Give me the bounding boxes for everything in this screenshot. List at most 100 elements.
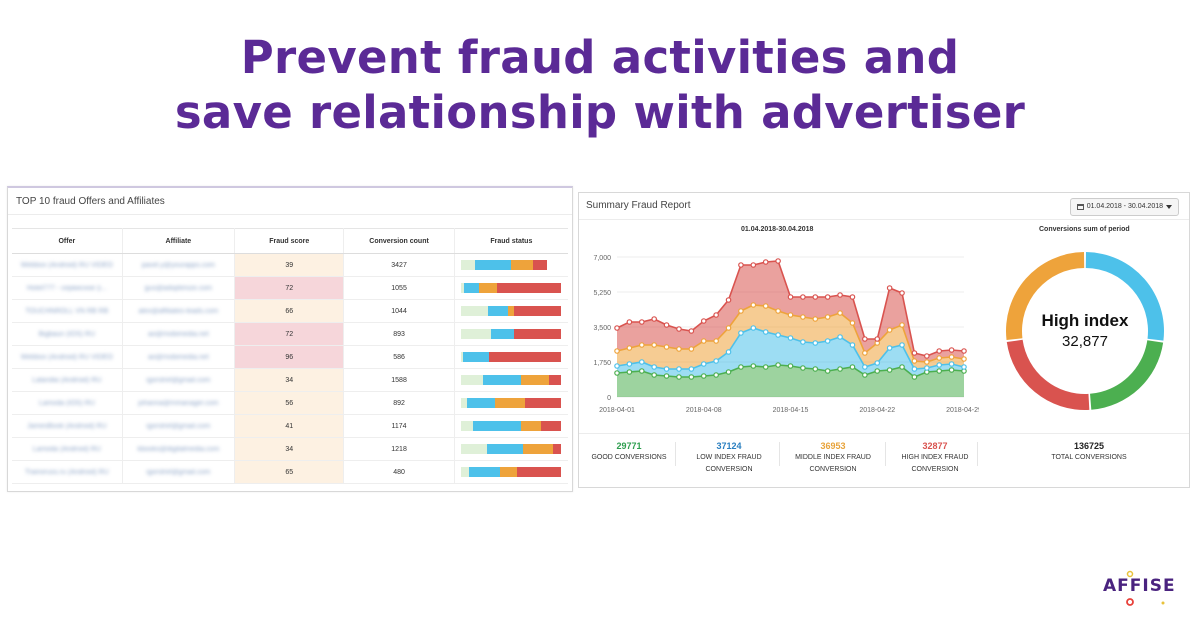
offer-name[interactable]: Bigbaun (IOS) RU (38, 330, 96, 338)
status-segment (487, 444, 524, 454)
table-row[interactable]: Bigbaun (IOS) RU ao@mobimedia.net 72 893 (12, 322, 568, 346)
offer-name[interactable]: Hotel777 - сервисное (i... (26, 284, 107, 292)
data-point (911, 350, 918, 356)
donut-slice[interactable] (1006, 339, 1090, 410)
table-row[interactable]: TOUCHNROLL VN RB RB alex@affiliates-leads… (12, 299, 568, 323)
fraud-status-bar (461, 375, 562, 385)
divider (779, 442, 780, 466)
table-row[interactable]: Hotel777 - сервисное (i... gus@adoptimize… (12, 276, 568, 300)
column-header-affiliate[interactable]: Affiliate (122, 228, 236, 254)
data-point (924, 365, 930, 371)
affiliate-email[interactable]: johanna@mmanager.com (138, 399, 219, 407)
status-segment (461, 375, 484, 385)
data-point (626, 319, 633, 325)
fraud-table-body: Webbox (Android) RU VIDEO pavel.y@yourapp… (12, 253, 568, 484)
status-segment (521, 375, 550, 385)
conversion-count-cell: 1588 (343, 368, 455, 392)
donut-slice[interactable] (1085, 252, 1164, 341)
data-point (800, 365, 806, 371)
divider (579, 219, 1189, 220)
affiliate-cell: ao@mobimedia.net (122, 345, 236, 369)
data-point (663, 366, 670, 372)
donut-slice[interactable] (1006, 252, 1085, 341)
affiliate-email[interactable]: ao@mobimedia.net (147, 353, 209, 361)
offer-name[interactable]: Webbox (Android) RU VIDEO (20, 261, 113, 269)
headline-line-1: Prevent fraud activities and (240, 31, 960, 84)
data-point (651, 364, 657, 370)
offer-name[interactable]: Lamoda (IOS) RU (38, 399, 95, 407)
status-segment (514, 306, 562, 316)
offer-name[interactable]: TOUCHNROLL VN RB RB (25, 307, 109, 315)
fraud-score-cell: 96 (234, 345, 345, 369)
table-row[interactable]: Lalandia (Android) RU igorstrel@gmail.com… (12, 368, 568, 392)
status-segment (521, 421, 542, 431)
table-row[interactable]: JamesBook (Android) RU igorstrel@gmail.co… (12, 414, 568, 438)
data-point (614, 363, 620, 369)
conversion-count-cell: 1055 (343, 276, 455, 300)
offer-cell: Webbox (Android) RU VIDEO (12, 345, 123, 369)
data-point (725, 369, 732, 375)
offer-cell: Bigbaun (IOS) RU (12, 322, 123, 346)
conversion-count-cell: 892 (343, 391, 455, 415)
status-segment (479, 283, 498, 293)
offer-cell: Trainoruss.ru (Android) RU (12, 460, 123, 484)
offer-name[interactable]: Webbox (Android) RU VIDEO (20, 353, 113, 361)
data-point (936, 362, 943, 368)
offer-name[interactable]: Trainoruss.ru (Android) RU (24, 468, 109, 476)
fraud-status-cell (454, 345, 568, 369)
affiliate-email[interactable]: igorstrel@gmail.com (146, 468, 211, 476)
fraud-status-cell (454, 368, 568, 392)
data-point (775, 362, 781, 368)
offer-cell: Lamoda (IOS) RU (12, 391, 123, 415)
date-range-picker[interactable]: 01.04.2018 - 30.04.2018 (1069, 198, 1179, 216)
affiliate-email[interactable]: gus@adoptimize.com (144, 284, 213, 292)
status-segment (525, 398, 562, 408)
table-row[interactable]: Lamoda (IOS) RU johanna@mmanager.com 56 892 (12, 391, 568, 415)
table-row[interactable]: Webbox (Android) RU VIDEO ao@mobimedia.ne… (12, 345, 568, 369)
column-header-offer[interactable]: Offer (12, 228, 123, 254)
x-tick-label: 2018-04-15 (773, 407, 809, 414)
data-point (614, 348, 620, 354)
column-header-fraud-score[interactable]: Fraud score (234, 228, 345, 254)
table-row[interactable]: Trainoruss.ru (Android) RU igorstrel@gmai… (12, 460, 568, 484)
divider (8, 214, 572, 215)
data-point (948, 361, 955, 367)
affiliate-cell: pavel.y@yourapps.com (122, 253, 236, 277)
date-range-label: 01.04.2018 - 30.04.2018 (1086, 203, 1163, 210)
table-row[interactable]: Lamoda (Android) RU kbooks@digitalmedia.c… (12, 437, 568, 461)
affiliate-email[interactable]: ao@mobimedia.net (147, 330, 209, 338)
column-header-fraud-status[interactable]: Fraud status (454, 228, 568, 254)
data-point (626, 345, 633, 351)
fraud-score-cell: 65 (234, 460, 345, 484)
data-point (738, 364, 744, 370)
summary-fraud-panel: Summary Fraud Report 01.04.2018 - 30.04.… (578, 192, 1190, 488)
affiliate-email[interactable]: pavel.y@yourapps.com (141, 261, 215, 269)
offer-name[interactable]: Lamoda (Android) RU (32, 445, 101, 453)
status-segment (508, 306, 515, 316)
data-point (713, 338, 719, 344)
fraud-status-cell (454, 322, 568, 346)
data-point (614, 325, 620, 331)
x-tick-label: 2018-04-22 (859, 407, 895, 414)
affiliate-email[interactable]: alex@affiliates-leads.com (138, 307, 219, 315)
fraud-status-bar (461, 398, 562, 408)
column-header-conversion-count[interactable]: Conversion count (343, 228, 455, 254)
data-point (700, 338, 707, 344)
data-point (762, 303, 769, 309)
affiliate-email[interactable]: igorstrel@gmail.com (146, 422, 211, 430)
data-point (688, 346, 695, 352)
data-point (837, 310, 843, 316)
data-point (899, 322, 905, 328)
offer-name[interactable]: JamesBook (Android) RU (27, 422, 107, 430)
affiliate-email[interactable]: igorstrel@gmail.com (146, 376, 211, 384)
table-row[interactable]: Webbox (Android) RU VIDEO pavel.y@yourapp… (12, 253, 568, 277)
panel-title: Summary Fraud Report (586, 200, 691, 211)
status-segment (461, 467, 470, 477)
data-point (775, 308, 781, 314)
offer-name[interactable]: Lalandia (Android) RU (32, 376, 102, 384)
fraud-status-cell (454, 253, 568, 277)
data-point (849, 320, 856, 326)
data-point (862, 372, 868, 378)
donut-slice[interactable] (1090, 340, 1164, 410)
affiliate-email[interactable]: kbooks@digitalmedia.com (137, 445, 220, 453)
